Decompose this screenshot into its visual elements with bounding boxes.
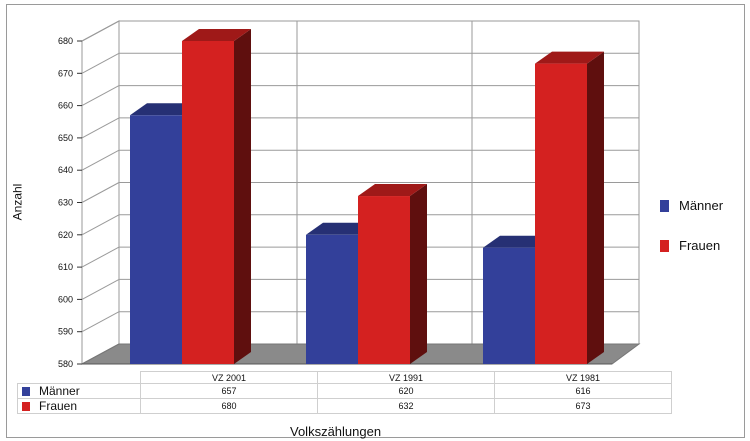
bar-side	[587, 51, 604, 365]
data-table-series-name: Männer	[39, 384, 80, 398]
gridline-side	[81, 246, 120, 268]
gridline-side	[81, 117, 120, 139]
data-table-corner	[18, 372, 141, 384]
bar	[483, 247, 535, 364]
y-tick-label: 580	[58, 359, 73, 369]
bar	[358, 196, 410, 364]
y-tick-label: 620	[58, 230, 73, 240]
y-tick-label: 590	[58, 327, 73, 337]
bar-side	[410, 184, 427, 364]
x-axis-label: Volkszählungen	[290, 424, 382, 439]
y-tick-label: 660	[58, 101, 73, 111]
y-tick-label: 680	[58, 36, 73, 46]
data-table-row-frauen: Frauen 680 632 673	[17, 398, 672, 414]
gridline-side	[81, 278, 120, 300]
table-swatch-maenner	[22, 387, 30, 397]
gridline-side	[81, 52, 120, 74]
data-table: VZ 2001 VZ 1991 VZ 1981 Männer 657 620 6…	[17, 371, 672, 414]
bar	[130, 115, 182, 364]
gridline-side	[81, 149, 120, 171]
data-table-series-name: Frauen	[39, 399, 78, 413]
y-tick-label: 630	[58, 198, 73, 208]
bar-top	[182, 29, 251, 41]
y-tick-label: 670	[58, 68, 73, 78]
legend-swatch-maenner	[660, 199, 669, 212]
y-tick-label: 610	[58, 262, 73, 272]
data-table-series-label: Männer	[17, 383, 141, 399]
legend-label-frauen: Frauen	[679, 238, 721, 253]
legend-item-maenner: Männer	[660, 198, 723, 213]
data-table-cell: 616	[494, 383, 672, 399]
table-swatch-frauen	[22, 402, 30, 412]
y-tick-label: 640	[58, 165, 73, 175]
bar-top	[130, 103, 199, 116]
gridline-side	[81, 182, 120, 203]
gridline-side	[81, 85, 120, 107]
gridline-side	[81, 20, 120, 42]
data-table-cell: 680	[140, 398, 318, 414]
y-tick-label: 650	[58, 133, 73, 143]
data-table-category: VZ 1991	[317, 371, 495, 384]
bar-top	[535, 51, 604, 64]
legend-swatch-frauen	[660, 239, 669, 252]
data-table-cell: 632	[317, 398, 495, 414]
bar	[535, 63, 587, 365]
bar-chart: 580 590 600 610 620 630 640 650 660 670 680	[58, 20, 641, 369]
legend-item-frauen: Frauen	[660, 238, 720, 253]
y-axis-label: Anzahl	[10, 183, 25, 221]
bar-top	[358, 184, 427, 197]
data-table-row-maenner: Männer 657 620 616	[17, 383, 672, 399]
data-table-series-label: Frauen	[17, 398, 141, 414]
bar-top	[483, 235, 552, 248]
gridline-side	[81, 214, 120, 236]
data-table-cell: 657	[140, 383, 318, 399]
bar	[306, 234, 358, 364]
chart-frame: 580 590 600 610 620 630 640 650 660 670 680 Anzahl	[6, 4, 745, 438]
data-table-category: VZ 2001	[140, 371, 318, 384]
data-table-cell: 673	[494, 398, 672, 414]
data-table-category: VZ 1981	[494, 371, 672, 384]
data-table-cell: 620	[317, 383, 495, 399]
data-table-header-row: VZ 2001 VZ 1991 VZ 1981	[18, 371, 672, 384]
gridline-side	[81, 311, 120, 333]
y-tick-label: 600	[58, 294, 73, 304]
legend-label-maenner: Männer	[679, 198, 724, 213]
bar	[182, 41, 234, 364]
bar-top	[306, 222, 375, 235]
bar-side	[234, 29, 251, 364]
